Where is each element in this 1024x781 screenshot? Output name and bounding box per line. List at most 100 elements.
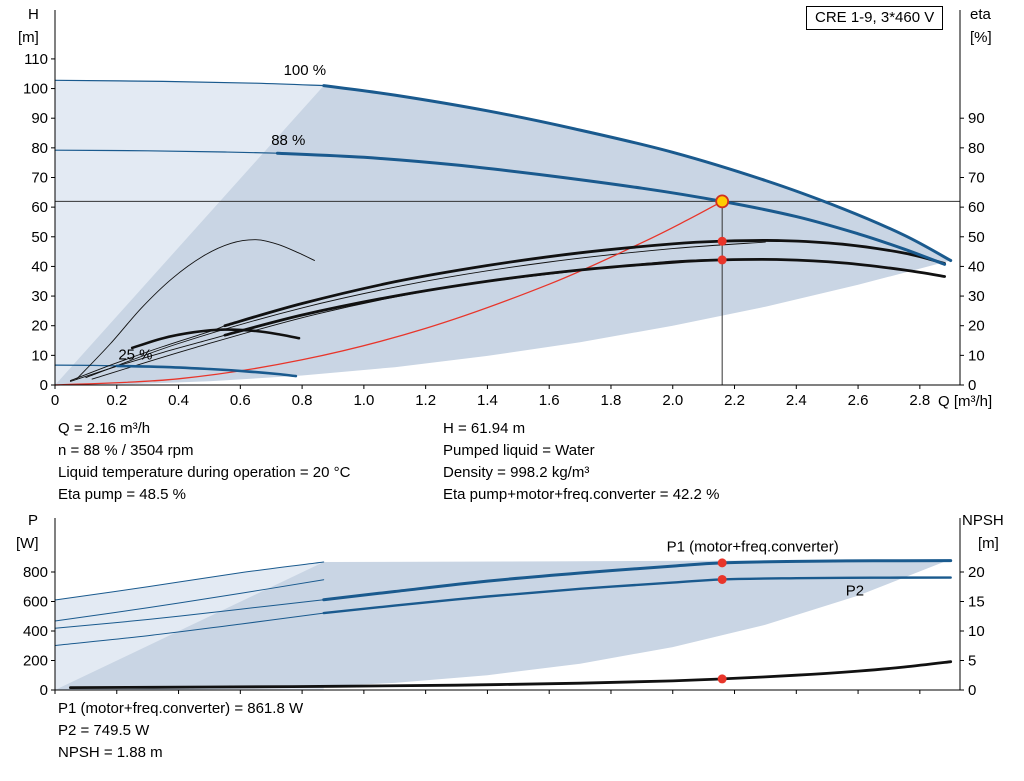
y-tick-left-label: 50 (31, 229, 48, 246)
y-tick-left-label: 80 (31, 140, 48, 157)
duty-readout-left: Q = 2.16 m³/h n = 88 % / 3504 rpm Liquid… (58, 418, 350, 506)
label-88pct: 88 % (271, 132, 305, 149)
eta-axis-label: eta (970, 6, 991, 23)
y-tick-right-label: 10 (968, 623, 985, 640)
duty-readout-right: H = 61.94 m Pumped liquid = Water Densit… (443, 418, 719, 506)
x-tick-label: 2.8 (909, 392, 930, 409)
info-liquid-line: Pumped liquid = Water (443, 442, 595, 459)
y-tick-left-label: 90 (31, 110, 48, 127)
info-q-line: Q = 2.16 m³/h (58, 420, 151, 437)
eta-axis-unit: [%] (970, 29, 992, 46)
info-n-line: n = 88 % / 3504 rpm (58, 442, 194, 459)
p1-dot (717, 558, 727, 568)
x-tick-label: 0.8 (292, 392, 313, 409)
power-readout: P1 (motor+freq.converter) = 861.8 W P2 =… (58, 698, 303, 764)
p-axis-unit: [W] (16, 535, 39, 552)
eta-pump-dot (717, 236, 727, 246)
duty-point[interactable] (715, 194, 730, 209)
curve-25pct (115, 364, 298, 378)
y-tick-right-label: 70 (968, 169, 985, 186)
y-tick-right-label: 60 (968, 199, 985, 216)
info-density-line: Density = 998.2 kg/m³ (443, 464, 590, 481)
region-power-envelope (55, 559, 951, 690)
x-tick-label: 2.6 (848, 392, 869, 409)
p2-curve-label: P2 (846, 583, 864, 600)
x-tick-label: 0.4 (168, 392, 189, 409)
y-tick-left-label: 0 (40, 377, 48, 394)
y-tick-left-label: 40 (31, 258, 48, 275)
x-tick-label: 2.2 (724, 392, 745, 409)
power-npsh-chart: 0 200 400 600 800 0 5 10 15 20 P1 (motor+freq.conv… (23, 518, 985, 699)
y-tick-left-label: 100 (23, 81, 48, 98)
x-tick-label: 1.8 (601, 392, 622, 409)
h-axis-label: H (28, 6, 39, 23)
q-axis-label: Q [m³/h] (938, 393, 993, 410)
y-tick-left-label: 800 (23, 564, 48, 581)
y-tick-right-label: 0 (968, 682, 976, 699)
p2-lead-thin (54, 612, 325, 646)
y-tick-right-label: 40 (968, 258, 985, 275)
eta-total-curve (223, 257, 946, 337)
p1-curve-label: P1 (motor+freq.converter) (667, 538, 839, 555)
eta-pump-100pct-thin (85, 241, 766, 379)
curve-100pct (322, 84, 953, 262)
info-p2-line: P2 = 749.5 W (58, 722, 150, 739)
y-tick-left-label: 60 (31, 199, 48, 216)
p1-100pct-thin (54, 561, 325, 601)
p1-lead-thin (54, 599, 325, 629)
eta-25pct-curve (76, 239, 315, 380)
info-p1-line: P1 (motor+freq.converter) = 861.8 W (58, 700, 304, 717)
y-tick-right-label: 0 (968, 377, 976, 394)
x-tick-label: 1.6 (539, 392, 560, 409)
eta-pump-curve (223, 239, 946, 328)
y-tick-left-label: 400 (23, 623, 48, 640)
x-tick-label: 0.6 (230, 392, 251, 409)
y-tick-right-label: 30 (968, 288, 985, 305)
x-tick-label: 0.2 (106, 392, 127, 409)
npsh-axis-label: NPSH (962, 512, 1004, 529)
label-100pct: 100 % (284, 62, 327, 79)
y-tick-right-label: 5 (968, 652, 976, 669)
y-tick-right-label: 50 (968, 229, 985, 246)
h-axis-unit: [m] (18, 29, 39, 46)
x-tick-label: 1.0 (353, 392, 374, 409)
info-npsh-line: NPSH = 1.88 m (58, 744, 163, 761)
y-tick-left-label: 200 (23, 652, 48, 669)
npsh-curve (69, 660, 953, 689)
p2-100pct-thin (54, 579, 325, 622)
x-tick-label: 2.0 (662, 392, 683, 409)
x-tick-label: 1.2 (415, 392, 436, 409)
hq-eta-chart: 0 0.2 0.4 0.6 0.8 1.0 1.2 1.4 1.6 1.8 2.0 2.2 2.4 2.6… (23, 10, 985, 409)
region-min-flow (55, 80, 324, 386)
y-tick-left-label: 110 (24, 51, 48, 68)
curve-100pct-thin (54, 79, 325, 87)
eta-25pct-total-curve (130, 328, 301, 350)
y-tick-left-label: 20 (31, 318, 48, 335)
x-tick-label: 0 (51, 392, 59, 409)
x-tick-label: 1.4 (477, 392, 498, 409)
y-tick-right-label: 15 (968, 593, 985, 610)
y-tick-right-label: 20 (968, 564, 985, 581)
y-tick-left-label: 0 (40, 682, 48, 699)
y-tick-right-label: 80 (968, 140, 985, 157)
y-tick-right-label: 90 (968, 110, 985, 127)
p1-curve (322, 559, 953, 602)
y-tick-right-label: 10 (968, 347, 985, 364)
info-eta-pump-line: Eta pump = 48.5 % (58, 486, 186, 503)
pump-model-box: CRE 1-9, 3*460 V (806, 6, 944, 30)
info-h-line: H = 61.94 m (443, 420, 526, 437)
eta-total-dot (717, 255, 727, 265)
p2-curve (322, 576, 952, 615)
p-axis-label: P (28, 512, 39, 529)
y-tick-right-label: 20 (968, 318, 985, 335)
npsh-dot (717, 674, 727, 684)
info-temp-line: Liquid temperature during operation = 20… (58, 464, 351, 481)
curve-25pct-thin (54, 364, 118, 367)
y-tick-left-label: 10 (31, 347, 48, 364)
npsh-axis-unit: [m] (978, 535, 999, 552)
x-tick-label: 2.4 (786, 392, 807, 409)
info-eta-total-line: Eta pump+motor+freq.converter = 42.2 % (443, 486, 720, 503)
y-tick-left-label: 70 (31, 169, 48, 186)
curve-88pct (275, 151, 947, 266)
